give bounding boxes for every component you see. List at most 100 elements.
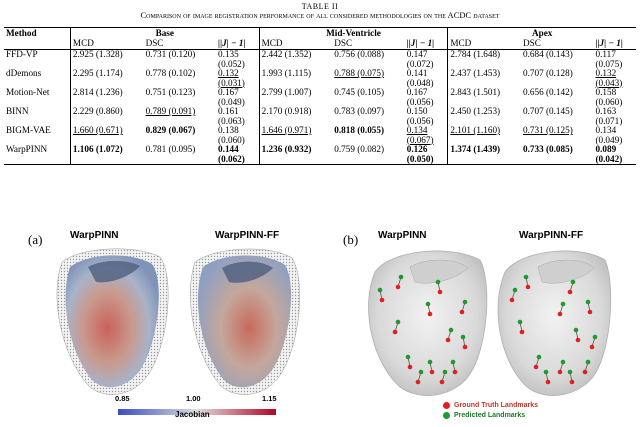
metric-value: 1.374 (1.439) <box>450 144 501 154</box>
metric-value: 0.788 (0.075) <box>334 68 385 78</box>
metric-value: 0.781 (0.095) <box>145 144 196 154</box>
metric-value: 0.656 (0.142) <box>523 87 573 97</box>
metric-value: 0.167 <box>406 87 428 97</box>
metric-cell: 1.106 (1.072) <box>69 144 144 165</box>
legend-item-ground-truth: Ground Truth Landmarks <box>443 400 538 410</box>
colorbar-min: 0.85 <box>115 394 130 403</box>
metric-cell: 0.144 (0.062) <box>216 144 260 165</box>
metric-std: (0.050) <box>406 153 434 164</box>
ground-truth-landmark <box>439 379 445 385</box>
table-row: BIGM-VAE 1.660 (0.671) 0.829 (0.067) 0.138(… <box>4 125 636 145</box>
metric-std: (0.060) <box>595 96 623 107</box>
metric-value: 0.756 (0.088) <box>334 49 385 59</box>
metric-std: (0.052) <box>218 58 245 69</box>
predicted-landmark <box>435 279 441 285</box>
predicted-landmark <box>567 369 573 375</box>
group-header-base: Base <box>69 27 260 39</box>
metric-value: 2.442 (1.352) <box>261 49 312 59</box>
metric-cell: 0.707 (0.145) <box>521 106 593 126</box>
metric-cell: 0.141 (0.048) <box>405 68 448 88</box>
ground-truth-landmark <box>462 344 468 350</box>
metric-cell: 0.117 (0.075) <box>593 49 636 70</box>
metric-cell: 0.126 (0.050) <box>404 144 448 165</box>
method-cell: Motion-Net <box>6 87 50 97</box>
metric-value: 2.784 (1.648) <box>450 49 501 59</box>
metric-value: 1.646 (0.971) <box>261 125 312 135</box>
metric-value: 2.450 (1.253) <box>450 106 501 116</box>
metric-value: 0.783 (0.097) <box>334 106 385 116</box>
metric-cell: 0.751 (0.123) <box>144 87 216 107</box>
metric-value: 2.437 (1.453) <box>450 68 501 78</box>
metric-cell: 0.684 (0.143) <box>521 49 593 70</box>
colorbar-mid: 1.00 <box>186 394 201 403</box>
predicted-landmark <box>450 359 456 365</box>
metric-value: 0.141 <box>406 68 428 78</box>
predicted-landmark <box>398 274 404 280</box>
colorbar-label: Jacobian <box>175 410 210 419</box>
subheader-cell: MCD <box>69 38 144 50</box>
metric-cell: 2.799 (1.007) <box>258 87 333 107</box>
predicted-landmark <box>427 359 433 365</box>
metric-value: 2.101 (1.160) <box>450 125 501 135</box>
predicted-dot-icon <box>443 411 450 419</box>
metric-cell: 0.132 (0.043) <box>593 68 636 88</box>
metric-cell: 0.135 (0.052) <box>216 49 259 70</box>
ground-truth-landmark <box>452 369 458 375</box>
predicted-landmark <box>395 319 401 325</box>
metric-value: 0.684 (0.143) <box>523 49 573 59</box>
metric-cell: 0.167 (0.056) <box>405 87 448 107</box>
table-row: dDemons 2.295 (1.174) 0.778 (0.102) 0.132 (0… <box>4 68 636 88</box>
legend: Ground Truth Landmarks Predicted Landmar… <box>443 400 538 420</box>
metric-cell: 2.295 (1.174) <box>69 68 144 88</box>
metric-cell: 0.783 (0.097) <box>332 106 404 126</box>
metric-std: (0.056) <box>406 96 434 107</box>
metric-value: 2.170 (0.918) <box>261 106 312 116</box>
metric-std: (0.072) <box>406 58 434 69</box>
metric-std: (0.060) <box>218 134 245 145</box>
metric-cell: 0.158 (0.060) <box>593 87 636 107</box>
group-header-apex: Apex <box>447 27 636 39</box>
ground-truth-dot-icon <box>443 401 450 409</box>
metric-cell: 0.759 (0.082) <box>332 144 405 165</box>
metric-value: 0.134 <box>406 125 428 135</box>
subheader-cell: ||J| − 1| <box>593 38 636 50</box>
panel-b-title-2: WarpPINN-FF <box>519 230 584 241</box>
metric-value: 0.167 <box>218 87 239 97</box>
metric-cell: 0.150 (0.056) <box>405 106 448 126</box>
panel-b <box>368 250 612 396</box>
metric-value: 0.818 (0.055) <box>334 125 385 135</box>
subheader-cell: DSC <box>521 38 594 50</box>
predicted-landmark <box>517 319 523 325</box>
method-cell: BIGM-VAE <box>6 125 51 135</box>
metric-cell: 0.745 (0.105) <box>332 87 404 107</box>
metric-cell: 2.450 (1.253) <box>447 106 521 126</box>
metric-cell: 0.731 (0.125) <box>521 125 593 145</box>
metric-std: (0.075) <box>595 58 623 69</box>
predicted-landmark <box>585 299 591 305</box>
predicted-landmark <box>543 369 549 375</box>
landmarks <box>377 274 598 385</box>
metric-cell: 0.789 (0.091) <box>144 106 216 126</box>
metric-cell: 2.437 (1.453) <box>447 68 521 88</box>
predicted-landmark <box>512 287 518 293</box>
ground-truth-landmark <box>509 297 515 303</box>
panel-a-label: (a) <box>28 232 43 247</box>
table-row: Motion-Net 2.814 (1.236) 0.751 (0.123) 0.16… <box>4 87 636 107</box>
metric-cell: 1.374 (1.439) <box>447 144 521 165</box>
metric-cell: 1.236 (0.932) <box>258 144 333 165</box>
method-cell: FFD-VP <box>6 49 38 59</box>
heart-cavity-b1 <box>409 259 469 284</box>
method-cell: WarpPINN <box>4 144 71 165</box>
metric-std: (0.063) <box>218 115 245 126</box>
metric-cell: 0.707 (0.128) <box>521 68 593 88</box>
metric-cell: 0.756 (0.088) <box>332 49 404 70</box>
predicted-landmark <box>573 327 579 333</box>
subheader-cell: MCD <box>258 38 333 50</box>
predicted-landmark <box>448 327 454 333</box>
ground-truth-landmark <box>519 329 525 335</box>
metric-cell: 0.161 (0.063) <box>216 106 259 126</box>
metric-value: 0.089 <box>595 144 617 154</box>
metric-value: 0.134 <box>595 125 617 135</box>
predicted-landmark <box>560 301 566 307</box>
metric-std: (0.048) <box>406 77 434 88</box>
